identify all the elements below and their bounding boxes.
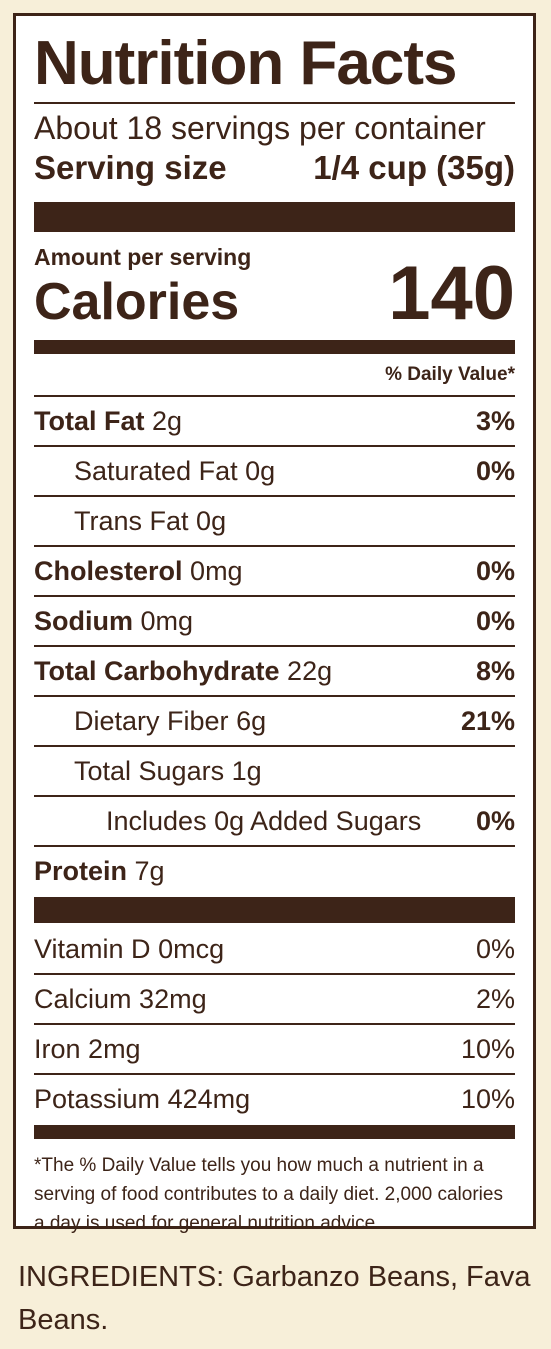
nutrient-amount: 7g — [134, 855, 165, 886]
vitamin-amount: 0mcg — [158, 933, 225, 964]
vitamin-name: Vitamin D 0mcg — [34, 934, 224, 965]
vitamin-row-calcium: Calcium 32mg 2% — [34, 973, 515, 1023]
nutrient-amount: 0g — [196, 505, 227, 536]
nutrient-amount: 2g — [152, 405, 183, 436]
vitamin-amount: 32mg — [139, 983, 207, 1014]
calories-value: 140 — [388, 251, 515, 336]
ingredients-list: INGREDIENTS: Garbanzo Beans, Fava Beans. — [18, 1261, 531, 1336]
vitamin-dv: 10% — [460, 1083, 515, 1114]
nutrient-row-protein: Protein 7g — [34, 845, 515, 895]
nutrition-facts-label: Nutrition Facts About 18 servings per co… — [13, 13, 536, 1234]
nutrient-label: Protein — [34, 855, 128, 886]
vitamin-dv: 0% — [475, 933, 515, 964]
medium-divider — [34, 340, 515, 354]
nutrient-label: Includes 0g Added Sugars — [106, 805, 422, 836]
label-title: Nutrition Facts — [34, 29, 457, 98]
nutrient-label: Total Carbohydrate — [34, 655, 280, 686]
vitamin-amount: 424mg — [167, 1083, 251, 1114]
vitamin-label: Vitamin D — [34, 933, 151, 964]
nutrient-name: Cholesterol 0mg — [34, 556, 243, 587]
nutrient-label: Trans Fat — [74, 505, 189, 536]
nutrient-name: Total Sugars 1g — [34, 756, 262, 787]
nutrient-label: Dietary Fiber — [74, 705, 229, 736]
daily-value-footnote: *The % Daily Value tells you how much a … — [34, 1155, 503, 1234]
nutrient-name: Trans Fat 0g — [34, 506, 226, 537]
nutrient-row-saturated-fat: Saturated Fat 0g 0% — [34, 445, 515, 495]
nutrient-amount: 0g — [245, 455, 276, 486]
vitamin-amount: 2mg — [88, 1033, 141, 1064]
nutrient-name: Total Carbohydrate 22g — [34, 656, 332, 687]
nutrient-amount: 0mg — [140, 605, 194, 636]
thick-divider — [34, 897, 515, 923]
servings-per-container: About 18 servings per container — [34, 110, 486, 146]
daily-value-header: % Daily Value* — [385, 364, 515, 385]
vitamin-name: Calcium 32mg — [34, 984, 207, 1015]
nutrient-row-total-sugars: Total Sugars 1g — [34, 745, 515, 795]
nutrient-name: Includes 0g Added Sugars — [34, 806, 421, 837]
nutrient-amount: 0mg — [190, 555, 243, 586]
nutrient-row-total-fat: Total Fat 2g 3% — [34, 395, 515, 445]
nutrient-amount: 1g — [231, 755, 262, 786]
nutrient-label: Sodium — [34, 605, 133, 636]
calories-row: Calories 140 — [34, 256, 515, 332]
nutrient-name: Total Fat 2g — [34, 406, 182, 437]
medium-divider — [34, 1125, 515, 1139]
nutrient-label: Total Fat — [34, 405, 145, 436]
serving-size-value: 1/4 cup (35g) — [313, 149, 515, 186]
nutrient-dv: 21% — [460, 705, 515, 736]
nutrient-amount: 22g — [287, 655, 333, 686]
nutrient-row-trans-fat: Trans Fat 0g — [34, 495, 515, 545]
nutrient-label: Cholesterol — [34, 555, 183, 586]
vitamin-dv: 10% — [460, 1033, 515, 1064]
nutrient-dv: 3% — [475, 405, 515, 436]
nutrient-dv: 0% — [475, 555, 515, 586]
nutrient-row-sodium: Sodium 0mg 0% — [34, 595, 515, 645]
vitamin-label: Potassium — [34, 1083, 161, 1114]
calories-label: Calories — [34, 273, 240, 331]
thick-divider — [34, 202, 515, 232]
nutrient-row-total-carbohydrate: Total Carbohydrate 22g 8% — [34, 645, 515, 695]
nutrient-row-added-sugars: Includes 0g Added Sugars 0% — [34, 795, 515, 845]
vitamins-section: Vitamin D 0mcg 0% Calcium 32mg 2% Iron 2… — [34, 925, 515, 1123]
vitamin-row-iron: Iron 2mg 10% — [34, 1023, 515, 1073]
nutrient-label: Total Sugars — [74, 755, 225, 786]
nutrient-dv: 0% — [475, 605, 515, 636]
vitamin-dv: 2% — [475, 983, 515, 1014]
vitamin-label: Calcium — [34, 983, 132, 1014]
nutrient-name: Saturated Fat 0g — [34, 456, 275, 487]
nutrient-name: Dietary Fiber 6g — [34, 706, 266, 737]
nutrient-name: Protein 7g — [34, 856, 165, 887]
nutrient-dv: 0% — [475, 805, 515, 836]
nutrient-dv: 0% — [475, 455, 515, 486]
vitamin-name: Potassium 424mg — [34, 1084, 250, 1115]
nutrient-label: Saturated Fat — [74, 455, 238, 486]
serving-size-label: Serving size — [34, 149, 227, 186]
nutrient-row-cholesterol: Cholesterol 0mg 0% — [34, 545, 515, 595]
amount-per-serving: Amount per serving — [34, 244, 252, 270]
serving-size-row: Serving size 1/4 cup (35g) — [34, 148, 515, 188]
vitamin-row-potassium: Potassium 424mg 10% — [34, 1073, 515, 1123]
nutrient-name: Sodium 0mg — [34, 606, 193, 637]
nutrient-dv: 8% — [475, 655, 515, 686]
vitamin-row-vitamin-d: Vitamin D 0mcg 0% — [34, 925, 515, 973]
vitamin-name: Iron 2mg — [34, 1034, 141, 1065]
nutrient-amount: 6g — [236, 705, 267, 736]
divider — [34, 102, 515, 104]
nutrient-row-dietary-fiber: Dietary Fiber 6g 21% — [34, 695, 515, 745]
vitamin-label: Iron — [34, 1033, 81, 1064]
